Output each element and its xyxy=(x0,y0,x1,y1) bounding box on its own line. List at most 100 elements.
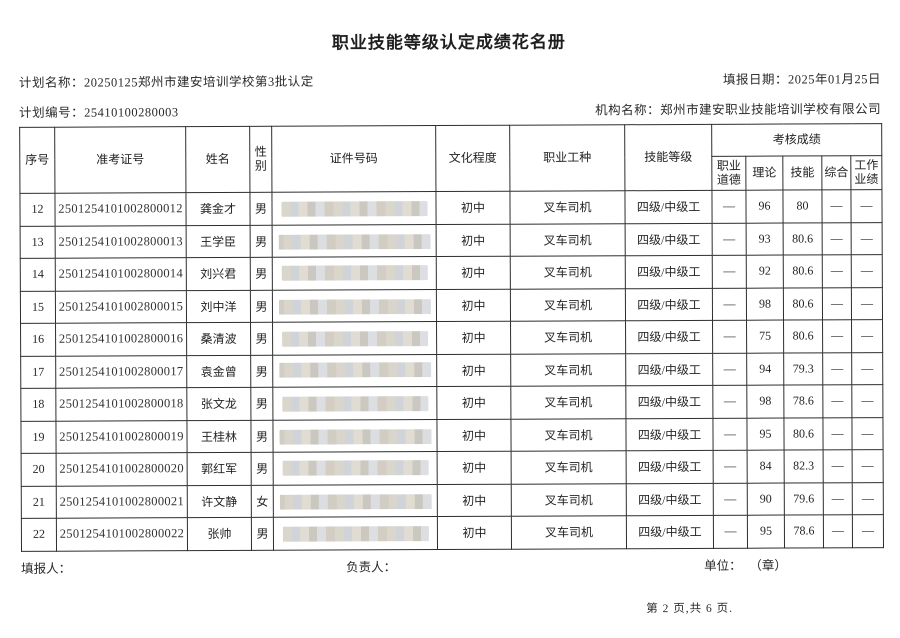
id-number-cell xyxy=(273,451,438,485)
education-cell: 初中 xyxy=(437,516,512,550)
redacted-id-mosaic xyxy=(278,362,431,378)
ethics-cell: — xyxy=(711,190,747,223)
level-cell: 四级/中级工 xyxy=(626,482,714,516)
score-table-body: 12 2501254101002800012 龚金才男初中 叉车司机 四级/中级工 —96… xyxy=(19,189,884,551)
comprehensive-cell: — xyxy=(822,417,853,450)
id-number-cell xyxy=(272,224,437,258)
occupation-cell: 叉车司机 xyxy=(510,385,626,419)
work-cell: — xyxy=(851,287,883,320)
header-skill: 技能 xyxy=(782,155,822,191)
ethics-cell: — xyxy=(712,352,747,386)
gender-cell: 女 xyxy=(251,484,274,518)
occupation-cell: 叉车司机 xyxy=(510,255,626,289)
education-cell: 初中 xyxy=(435,191,511,225)
comprehensive-cell: — xyxy=(822,287,852,320)
comprehensive-cell: — xyxy=(822,254,852,288)
level-cell: 四级/中级工 xyxy=(625,417,714,451)
skill-cell: 79.3 xyxy=(783,352,823,386)
gender-cell: 男 xyxy=(250,322,273,355)
exam-no-cell: 2501254101002800021 xyxy=(56,485,188,519)
id-number-cell xyxy=(271,191,437,225)
education-cell: 初中 xyxy=(436,223,511,257)
comprehensive-cell: — xyxy=(822,352,852,385)
name-cell: 刘兴君 xyxy=(186,257,251,291)
work-cell: — xyxy=(850,189,883,223)
theory-cell: 98 xyxy=(746,287,784,321)
occupation-cell: 叉车司机 xyxy=(510,223,626,257)
table-row: 15 2501254101002800015 刘中洋男初中 叉车司机 四级/中级工 —98… xyxy=(20,287,883,324)
no-cell: 17 xyxy=(20,355,56,389)
name-cell: 袁金曾 xyxy=(186,354,251,388)
work-cell: — xyxy=(851,384,883,418)
comprehensive-cell: — xyxy=(823,449,853,483)
theory-cell: 95 xyxy=(747,515,785,548)
ethics-cell: — xyxy=(712,417,748,451)
exam-no-cell: 2501254101002800012 xyxy=(54,192,187,226)
ethics-cell: — xyxy=(713,482,748,516)
no-cell: 13 xyxy=(20,225,56,259)
work-cell: — xyxy=(852,482,884,515)
name-cell: 郭红军 xyxy=(187,452,252,486)
id-number-cell xyxy=(272,256,437,290)
name-cell: 王桂林 xyxy=(186,419,252,453)
gender-cell: 男 xyxy=(250,419,274,453)
level-cell: 四级/中级工 xyxy=(625,222,713,256)
header-name: 姓名 xyxy=(185,126,250,193)
occupation-cell: 叉车司机 xyxy=(511,515,627,549)
work-cell: — xyxy=(851,222,883,255)
theory-cell: 98 xyxy=(746,385,784,418)
plan-number-label: 计划编号： xyxy=(19,105,85,120)
gender-cell: 男 xyxy=(251,452,274,485)
exam-no-cell: 2501254101002800022 xyxy=(56,517,188,551)
redacted-id-mosaic xyxy=(282,526,429,542)
page-number: 第 2 页,共 6 页. xyxy=(646,602,734,616)
occupation-cell: 叉车司机 xyxy=(510,353,626,387)
footer: 填报人： 负责人： 单位： （章） xyxy=(1,554,900,576)
header-ethics: 职业 道德 xyxy=(711,156,746,191)
occupation-cell: 叉车司机 xyxy=(511,450,627,484)
education-cell: 初中 xyxy=(436,288,511,322)
comprehensive-cell: — xyxy=(823,514,853,548)
header-theory: 理论 xyxy=(745,156,783,191)
gender-cell: 男 xyxy=(250,224,273,258)
no-cell: 15 xyxy=(20,290,56,324)
header-id-number: 证件号码 xyxy=(271,125,436,193)
gender-cell: 男 xyxy=(249,192,273,225)
work-cell: — xyxy=(851,319,883,353)
report-date-value: 2025年01月25日 xyxy=(787,72,881,87)
header-work: 工作 业绩 xyxy=(850,155,882,190)
header-comprehensive: 综合 xyxy=(821,155,851,190)
id-number-cell xyxy=(273,516,438,550)
skill-cell: 79.6 xyxy=(784,482,824,516)
education-cell: 初中 xyxy=(436,321,511,355)
work-cell: — xyxy=(852,514,884,548)
exam-no-cell: 2501254101002800016 xyxy=(55,322,187,356)
header-occupation: 职业工种 xyxy=(509,124,625,192)
redacted-id-mosaic xyxy=(278,298,431,315)
id-number-cell xyxy=(273,484,438,518)
id-number-cell xyxy=(272,321,437,355)
org-name: 机构名称：郑州市建安职业技能培训学校有限公司 xyxy=(595,98,881,118)
header-assessment-group: 考核成绩 xyxy=(711,123,882,157)
skill-cell: 78.6 xyxy=(783,384,823,418)
no-cell: 20 xyxy=(21,453,57,486)
ethics-cell: — xyxy=(713,515,748,548)
occupation-cell: 叉车司机 xyxy=(511,483,627,517)
skill-cell: 80.6 xyxy=(783,254,823,288)
plan-name-label: 计划名称： xyxy=(18,75,85,90)
manager-label: 负责人： xyxy=(346,560,397,575)
theory-cell: 75 xyxy=(746,320,784,353)
id-number-cell xyxy=(272,419,438,453)
ethics-cell: — xyxy=(712,320,747,353)
level-cell: 四级/中级工 xyxy=(626,450,714,484)
work-cell: — xyxy=(851,352,883,385)
skill-cell: 80.6 xyxy=(783,319,823,353)
table-row: 18 2501254101002800018 张文龙男初中 叉车司机 四级/中级工 —98… xyxy=(20,384,883,421)
table-row: 19 2501254101002800019 王桂林男初中 叉车司机 四级/中级工 —95… xyxy=(20,417,884,454)
comprehensive-cell: — xyxy=(823,482,853,515)
no-cell: 16 xyxy=(20,323,56,356)
name-cell: 张文龙 xyxy=(186,387,251,421)
header-skill-level: 技能等级 xyxy=(624,124,712,191)
filler-label: 填报人： xyxy=(21,561,72,576)
occupation-cell: 叉车司机 xyxy=(509,190,626,224)
